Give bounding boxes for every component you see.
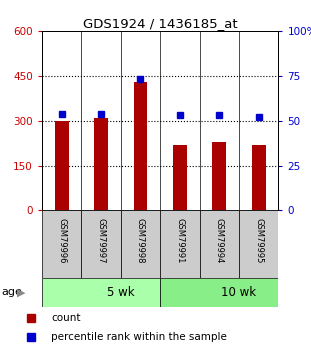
Bar [239,210,278,278]
Bar [42,210,81,278]
Text: GSM79996: GSM79996 [57,218,66,264]
Bar [160,278,278,307]
Bar [173,145,187,210]
Bar [121,210,160,278]
Text: ▶: ▶ [17,287,26,297]
Bar [55,121,68,210]
Bar [160,210,200,278]
Bar [42,278,160,307]
Text: GSM79995: GSM79995 [254,218,263,264]
Bar [252,145,266,210]
Text: percentile rank within the sample: percentile rank within the sample [51,332,227,342]
Text: GSM79991: GSM79991 [175,218,184,264]
Text: 5 wk: 5 wk [107,286,135,299]
Text: age: age [2,287,22,297]
Bar [200,210,239,278]
Title: GDS1924 / 1436185_at: GDS1924 / 1436185_at [83,17,238,30]
Bar [81,210,121,278]
Text: GSM79997: GSM79997 [97,218,105,264]
Text: count: count [51,313,81,323]
Text: 10 wk: 10 wk [221,286,257,299]
Text: GSM79998: GSM79998 [136,218,145,264]
Bar [94,118,108,210]
Bar [134,82,147,210]
Bar [212,142,226,210]
Text: GSM79994: GSM79994 [215,218,224,264]
